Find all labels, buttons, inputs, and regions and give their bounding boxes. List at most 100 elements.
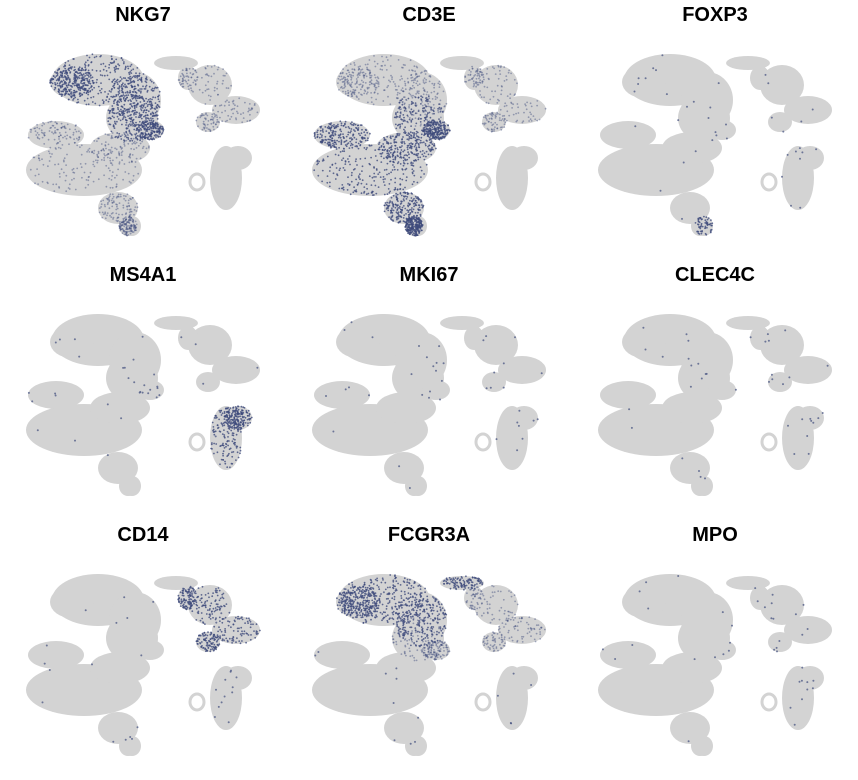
points-high-right-lower-mass xyxy=(210,405,253,469)
feature-plot-panel: CD14 xyxy=(0,520,286,780)
cluster-region-left-lower-mass xyxy=(600,641,656,669)
points-mid-top-left-lobe xyxy=(337,54,448,127)
panel-title: FOXP3 xyxy=(682,4,748,26)
feature-plot-panel: MS4A1 xyxy=(0,260,286,520)
cluster-region-top-left-lobe xyxy=(622,66,666,98)
cluster-region-left-lower-mass xyxy=(600,381,656,409)
cluster-region-left-lower-mass xyxy=(600,121,656,149)
points-sparse xyxy=(27,335,259,457)
embedding-base xyxy=(598,314,832,496)
embedding-base xyxy=(598,574,832,756)
cluster-region-right-upper-lobe xyxy=(474,65,518,105)
panel-title: CD14 xyxy=(117,524,169,546)
scatter-plot xyxy=(312,574,546,756)
points-high-top-small-cluster xyxy=(442,575,484,591)
cluster-region-bottom-tip xyxy=(123,216,141,236)
cluster-region-right-upper-lobe xyxy=(196,372,220,392)
cluster-region-upper-middle-lobe xyxy=(708,380,736,400)
points-sparse xyxy=(601,575,815,743)
cluster-region-right-upper-lobe xyxy=(768,372,792,392)
cluster-region-top-left-lobe xyxy=(336,326,380,358)
scatter-plot xyxy=(598,54,832,236)
cluster-region-ring xyxy=(760,692,778,712)
embedding-base xyxy=(312,314,546,496)
cluster-region-upper-middle-lobe xyxy=(422,380,450,400)
points-high-upper-middle-lobe xyxy=(393,95,451,142)
panel-title: MKI67 xyxy=(399,264,459,286)
cluster-region-right-upper-lobe xyxy=(768,112,792,132)
embedding-base xyxy=(598,54,832,236)
cluster-region-ring xyxy=(760,432,778,452)
cluster-region-right-upper-lobe xyxy=(212,356,260,384)
feature-plot-panel: FOXP3 xyxy=(572,0,858,260)
cluster-region-right-lower-mass xyxy=(510,146,538,170)
points-high-top-left-lobe xyxy=(49,53,161,127)
panel-title: MPO xyxy=(692,524,738,546)
cluster-region-right-lower-mass xyxy=(224,146,252,170)
cluster-region-right-upper-lobe xyxy=(482,112,506,132)
cluster-region-top-small-cluster xyxy=(726,576,770,590)
cluster-region-ring xyxy=(474,432,492,452)
points-high-top-left-lobe xyxy=(336,574,448,648)
panel-title: FCGR3A xyxy=(387,524,471,546)
cluster-region-right-upper-lobe xyxy=(178,66,198,90)
cluster-region-right-lower-mass xyxy=(796,666,824,690)
cluster-region-ring xyxy=(188,432,206,452)
feature-plot-panel: FCGR3A xyxy=(286,520,572,780)
embedding-base xyxy=(26,314,260,496)
cluster-region-right-upper-lobe xyxy=(178,326,198,350)
points-mid-right-upper-lobe xyxy=(177,64,259,133)
cluster-region-left-lower-mass xyxy=(314,641,370,669)
cluster-region-left-lower-mass xyxy=(314,381,370,409)
cluster-region-ring xyxy=(760,172,778,192)
points-sparse xyxy=(41,592,238,743)
cluster-region-right-upper-lobe xyxy=(750,326,770,350)
scatter-plot xyxy=(598,574,832,756)
cluster-region-right-upper-lobe xyxy=(784,96,832,124)
panel-title: NKG7 xyxy=(115,4,171,26)
cluster-region-right-upper-lobe xyxy=(474,325,518,365)
points-high-left-lower-mass xyxy=(313,120,437,237)
points-sparse xyxy=(314,591,533,745)
cluster-region-right-lower-mass xyxy=(224,666,252,690)
cluster-region-bottom-tip xyxy=(695,476,713,496)
cluster-region-right-upper-lobe xyxy=(464,586,484,610)
cluster-region-bottom-tip xyxy=(409,476,427,496)
cluster-region-top-left-lobe xyxy=(622,326,666,358)
cluster-region-upper-middle-lobe xyxy=(708,640,736,660)
scatter-plot xyxy=(26,574,261,756)
embedding-base xyxy=(26,574,260,756)
cluster-region-bottom-tip xyxy=(123,736,141,756)
cluster-region-top-left-lobe xyxy=(622,586,666,618)
feature-plot-panel: CLEC4C xyxy=(572,260,858,520)
embedding-base xyxy=(312,574,546,756)
feature-plot-panel: NKG7 xyxy=(0,0,286,260)
cluster-region-ring xyxy=(474,692,492,712)
scatter-plot xyxy=(312,314,546,496)
points-mid-right-upper-lobe xyxy=(464,64,547,133)
feature-plot-panel: MPO xyxy=(572,520,858,780)
cluster-region-right-upper-lobe xyxy=(482,372,506,392)
cluster-region-right-upper-lobe xyxy=(188,65,232,105)
cluster-region-left-lower-mass xyxy=(28,641,84,669)
cluster-region-right-upper-lobe xyxy=(188,325,232,365)
cluster-region-upper-middle-lobe xyxy=(136,640,164,660)
cluster-region-ring xyxy=(188,692,206,712)
cluster-region-top-small-cluster xyxy=(440,56,484,70)
feature-plot-panel: MKI67 xyxy=(286,260,572,520)
cluster-region-right-upper-lobe xyxy=(482,632,506,652)
cluster-region-right-upper-lobe xyxy=(212,96,260,124)
cluster-region-top-left-lobe xyxy=(50,326,94,358)
cluster-region-top-small-cluster xyxy=(726,316,770,330)
cluster-region-right-upper-lobe xyxy=(498,356,546,384)
cluster-region-right-upper-lobe xyxy=(464,326,484,350)
cluster-region-top-small-cluster xyxy=(154,316,198,330)
points-mid-left-lower-mass xyxy=(27,120,150,237)
points-sparse xyxy=(325,321,543,489)
cluster-region-right-lower-mass xyxy=(510,406,538,430)
cluster-region-right-upper-lobe xyxy=(498,616,546,644)
cluster-region-ring xyxy=(188,172,206,192)
cluster-region-bottom-tip xyxy=(409,736,427,756)
scatter-plot xyxy=(26,314,260,496)
scatter-plot xyxy=(598,314,832,496)
